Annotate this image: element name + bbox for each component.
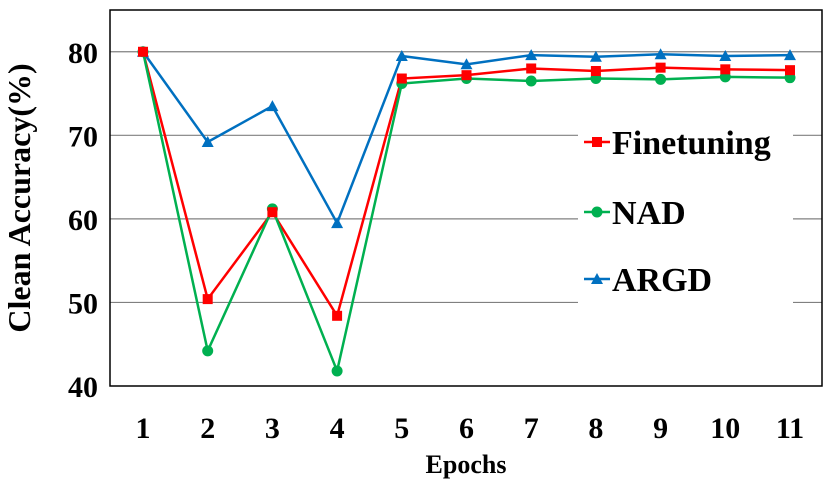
x-tick-label: 10	[710, 412, 740, 445]
data-point-circle	[525, 75, 537, 87]
data-point-circle	[331, 365, 343, 377]
data-point-triangle	[719, 49, 732, 61]
data-point-square	[720, 64, 731, 75]
y-tick-label: 60	[68, 204, 98, 237]
data-point-triangle	[591, 273, 603, 284]
data-point-triangle	[784, 49, 796, 61]
data-point-triangle	[654, 48, 667, 60]
x-tick-label: 2	[200, 412, 215, 445]
x-axis-title: Epochs	[426, 450, 507, 479]
data-point-square	[138, 46, 148, 57]
x-tick-label: 1	[136, 412, 151, 445]
data-point-triangle	[331, 217, 344, 229]
data-point-square	[332, 310, 343, 321]
x-tick-label: 6	[459, 412, 474, 445]
y-axis-ticks: 40 50 60 70 80	[68, 37, 98, 404]
x-tick-label: 5	[394, 412, 409, 445]
data-point-square	[785, 65, 795, 76]
legend-box	[578, 102, 793, 313]
x-tick-label: 4	[330, 412, 345, 445]
data-point-square	[526, 63, 537, 74]
x-tick-label: 9	[653, 412, 668, 445]
legend-label: NAD	[612, 195, 686, 232]
data-point-triangle	[201, 136, 214, 148]
series-markers-finetuning	[138, 46, 795, 321]
data-point-circle	[655, 73, 667, 85]
data-point-triangle	[460, 58, 473, 70]
x-axis-ticks: 1 2 3 4 5 6 7 8 9 10 11	[136, 412, 805, 445]
legend-item-argd: ARGD	[584, 262, 712, 299]
y-tick-label: 80	[68, 37, 98, 70]
data-point-square	[592, 137, 602, 147]
legend: Finetuning NAD ARGD	[578, 102, 793, 313]
y-axis-title: Clean Accuracy(%)	[1, 63, 37, 332]
data-point-triangle	[266, 100, 279, 112]
series-lines	[137, 45, 796, 377]
y-tick-label: 70	[68, 120, 98, 153]
x-tick-label: 3	[265, 412, 280, 445]
data-point-triangle	[589, 50, 602, 62]
data-point-square	[461, 70, 472, 81]
plot-area-frame	[109, 9, 823, 387]
data-point-square	[267, 207, 278, 218]
data-point-circle	[202, 345, 214, 357]
x-tick-label: 11	[776, 412, 804, 445]
y-tick-label: 40	[68, 371, 98, 404]
data-point-circle	[591, 206, 603, 218]
x-tick-label: 8	[588, 412, 603, 445]
legend-item-nad: NAD	[584, 195, 686, 232]
x-tick-label: 7	[524, 412, 539, 445]
legend-label: Finetuning	[612, 125, 771, 162]
y-tick-label: 50	[68, 287, 98, 320]
data-point-triangle	[395, 49, 408, 61]
data-point-square	[590, 65, 601, 76]
data-point-square	[396, 73, 407, 84]
series-markers-argd	[137, 45, 796, 229]
legend-label: ARGD	[612, 262, 712, 299]
data-point-square	[655, 62, 666, 73]
data-point-square	[202, 294, 213, 305]
data-point-triangle	[525, 49, 538, 61]
legend-item-finetuning: Finetuning	[584, 125, 771, 162]
